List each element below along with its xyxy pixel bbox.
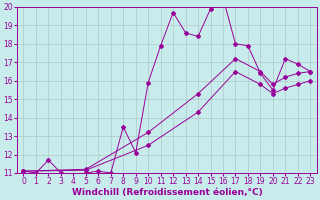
X-axis label: Windchill (Refroidissement éolien,°C): Windchill (Refroidissement éolien,°C) — [72, 188, 262, 197]
